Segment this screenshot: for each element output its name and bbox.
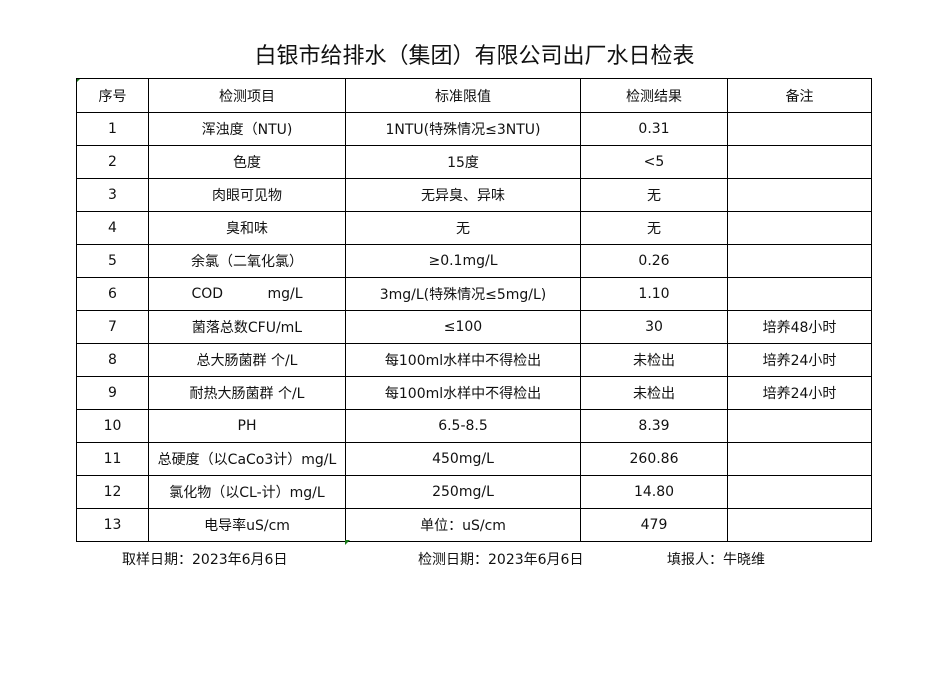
col-index: 6 — [76, 277, 149, 311]
table-row: 2 色度 15度 <5 — [76, 145, 872, 179]
col-note — [727, 508, 872, 542]
table-row: 9 耐热大肠菌群 个/L 每100ml水样中不得检出 未检出 培养24小时 — [76, 376, 872, 410]
col-note — [727, 244, 872, 278]
col-result: 260.86 — [580, 442, 728, 476]
table-row: 11 总硬度（以CaCo3计）mg/L 450mg/L 260.86 — [76, 442, 872, 476]
col-result: 8.39 — [580, 409, 728, 443]
col-result: 479 — [580, 508, 728, 542]
col-item: 电导率uS/cm — [148, 508, 346, 542]
col-item: 耐热大肠菌群 个/L — [148, 376, 346, 410]
col-item: 余氯（二氧化氯） — [148, 244, 346, 278]
col-index: 10 — [76, 409, 149, 443]
col-note — [727, 178, 872, 212]
page-title: 白银市给排水（集团）有限公司出厂水日检表 — [254, 44, 695, 69]
col-index: 7 — [76, 310, 149, 344]
col-note — [727, 145, 872, 179]
col-item: 臭和味 — [148, 211, 346, 245]
table-row: 6 COD mg/L 3mg/L(特殊情况≤5mg/L) 1.10 — [76, 277, 872, 311]
cell-marker — [345, 540, 350, 545]
col-item: 肉眼可见物 — [148, 178, 346, 212]
table-row: 8 总大肠菌群 个/L 每100ml水样中不得检出 未检出 培养24小时 — [76, 343, 872, 377]
col-result: 1.10 — [580, 277, 728, 311]
col-note — [727, 211, 872, 245]
col-note: 备注 — [727, 78, 872, 113]
col-note: 培养48小时 — [727, 310, 872, 344]
table-row: 4 臭和味无无 — [76, 211, 872, 245]
col-note — [727, 277, 872, 311]
col-limit: 每100ml水样中不得检出 — [345, 343, 581, 377]
col-result: 30 — [580, 310, 728, 344]
col-result: 检测结果 — [580, 78, 728, 113]
col-limit: 单位：uS/cm — [345, 508, 581, 542]
col-limit: 每100ml水样中不得检出 — [345, 376, 581, 410]
col-limit: ≤100 — [345, 310, 581, 344]
col-index: 1 — [76, 112, 149, 146]
table-row: 5 余氯（二氧化氯） ≥0.1mg/L 0.26 — [76, 244, 872, 278]
col-limit: 1NTU(特殊情况≤3NTU) — [345, 112, 581, 146]
col-limit: 无 — [345, 211, 581, 245]
col-item: 浑浊度（NTU) — [148, 112, 346, 146]
test-date: 检测日期：2023年6月6日 — [418, 552, 584, 568]
col-index: 序号 — [76, 78, 149, 113]
col-result: 14.80 — [580, 475, 728, 509]
table-row: 3 肉眼可见物 无异臭、异味无 — [76, 178, 872, 212]
col-index: 11 — [76, 442, 149, 476]
col-index: 8 — [76, 343, 149, 377]
col-item: 检测项目 — [148, 78, 346, 113]
col-item: 菌落总数CFU/mL — [148, 310, 346, 344]
col-limit: 标准限值 — [345, 78, 581, 113]
col-item: 总硬度（以CaCo3计）mg/L — [148, 442, 346, 476]
col-note: 培养24小时 — [727, 376, 872, 410]
col-limit: 450mg/L — [345, 442, 581, 476]
col-index: 12 — [76, 475, 149, 509]
col-index: 9 — [76, 376, 149, 410]
col-limit: 6.5-8.5 — [345, 409, 581, 443]
col-note — [727, 442, 872, 476]
col-index: 3 — [76, 178, 149, 212]
col-note — [727, 475, 872, 509]
col-note — [727, 409, 872, 443]
col-result: 0.31 — [580, 112, 728, 146]
col-result: 无 — [580, 211, 728, 245]
col-result: 未检出 — [580, 343, 728, 377]
col-limit: ≥0.1mg/L — [345, 244, 581, 278]
col-item: PH — [148, 409, 346, 443]
col-limit: 3mg/L(特殊情况≤5mg/L) — [345, 277, 581, 311]
col-item: 氯化物（以CL-计）mg/L — [148, 475, 346, 509]
table-row: 12 氯化物（以CL-计）mg/L 250mg/L 14.80 — [76, 475, 872, 509]
col-index: 4 — [76, 211, 149, 245]
col-item: 总大肠菌群 个/L — [148, 343, 346, 377]
col-note: 培养24小时 — [727, 343, 872, 377]
col-limit: 250mg/L — [345, 475, 581, 509]
header-row: 序号 检测项目 标准限值 检测结果 备注 — [76, 78, 872, 113]
table-row: 13 电导率uS/cm 单位：uS/cm 479 — [76, 508, 872, 542]
reporter: 填报人：牛晓维 — [667, 552, 765, 568]
col-result: <5 — [580, 145, 728, 179]
table-row: 1 浑浊度（NTU) 1NTU(特殊情况≤3NTU) 0.31 — [76, 112, 872, 146]
col-note — [727, 112, 872, 146]
col-item: COD mg/L — [148, 277, 346, 311]
col-result: 未检出 — [580, 376, 728, 410]
col-limit: 无异臭、异味 — [345, 178, 581, 212]
col-index: 2 — [76, 145, 149, 179]
col-index: 5 — [76, 244, 149, 278]
inspection-table: 序号 检测项目 标准限值 检测结果 备注 1 浑浊度（NTU) 1NTU(特殊情况≤3NTU)… — [76, 78, 872, 542]
col-result: 无 — [580, 178, 728, 212]
col-index: 13 — [76, 508, 149, 542]
table-row: 7 菌落总数CFU/mL ≤100 30 培养48小时 — [76, 310, 872, 344]
sample-date: 取样日期：2023年6月6日 — [122, 552, 288, 568]
col-limit: 15度 — [345, 145, 581, 179]
table-row: 10 PH 6.5-8.5 8.39 — [76, 409, 872, 443]
col-item: 色度 — [148, 145, 346, 179]
col-result: 0.26 — [580, 244, 728, 278]
